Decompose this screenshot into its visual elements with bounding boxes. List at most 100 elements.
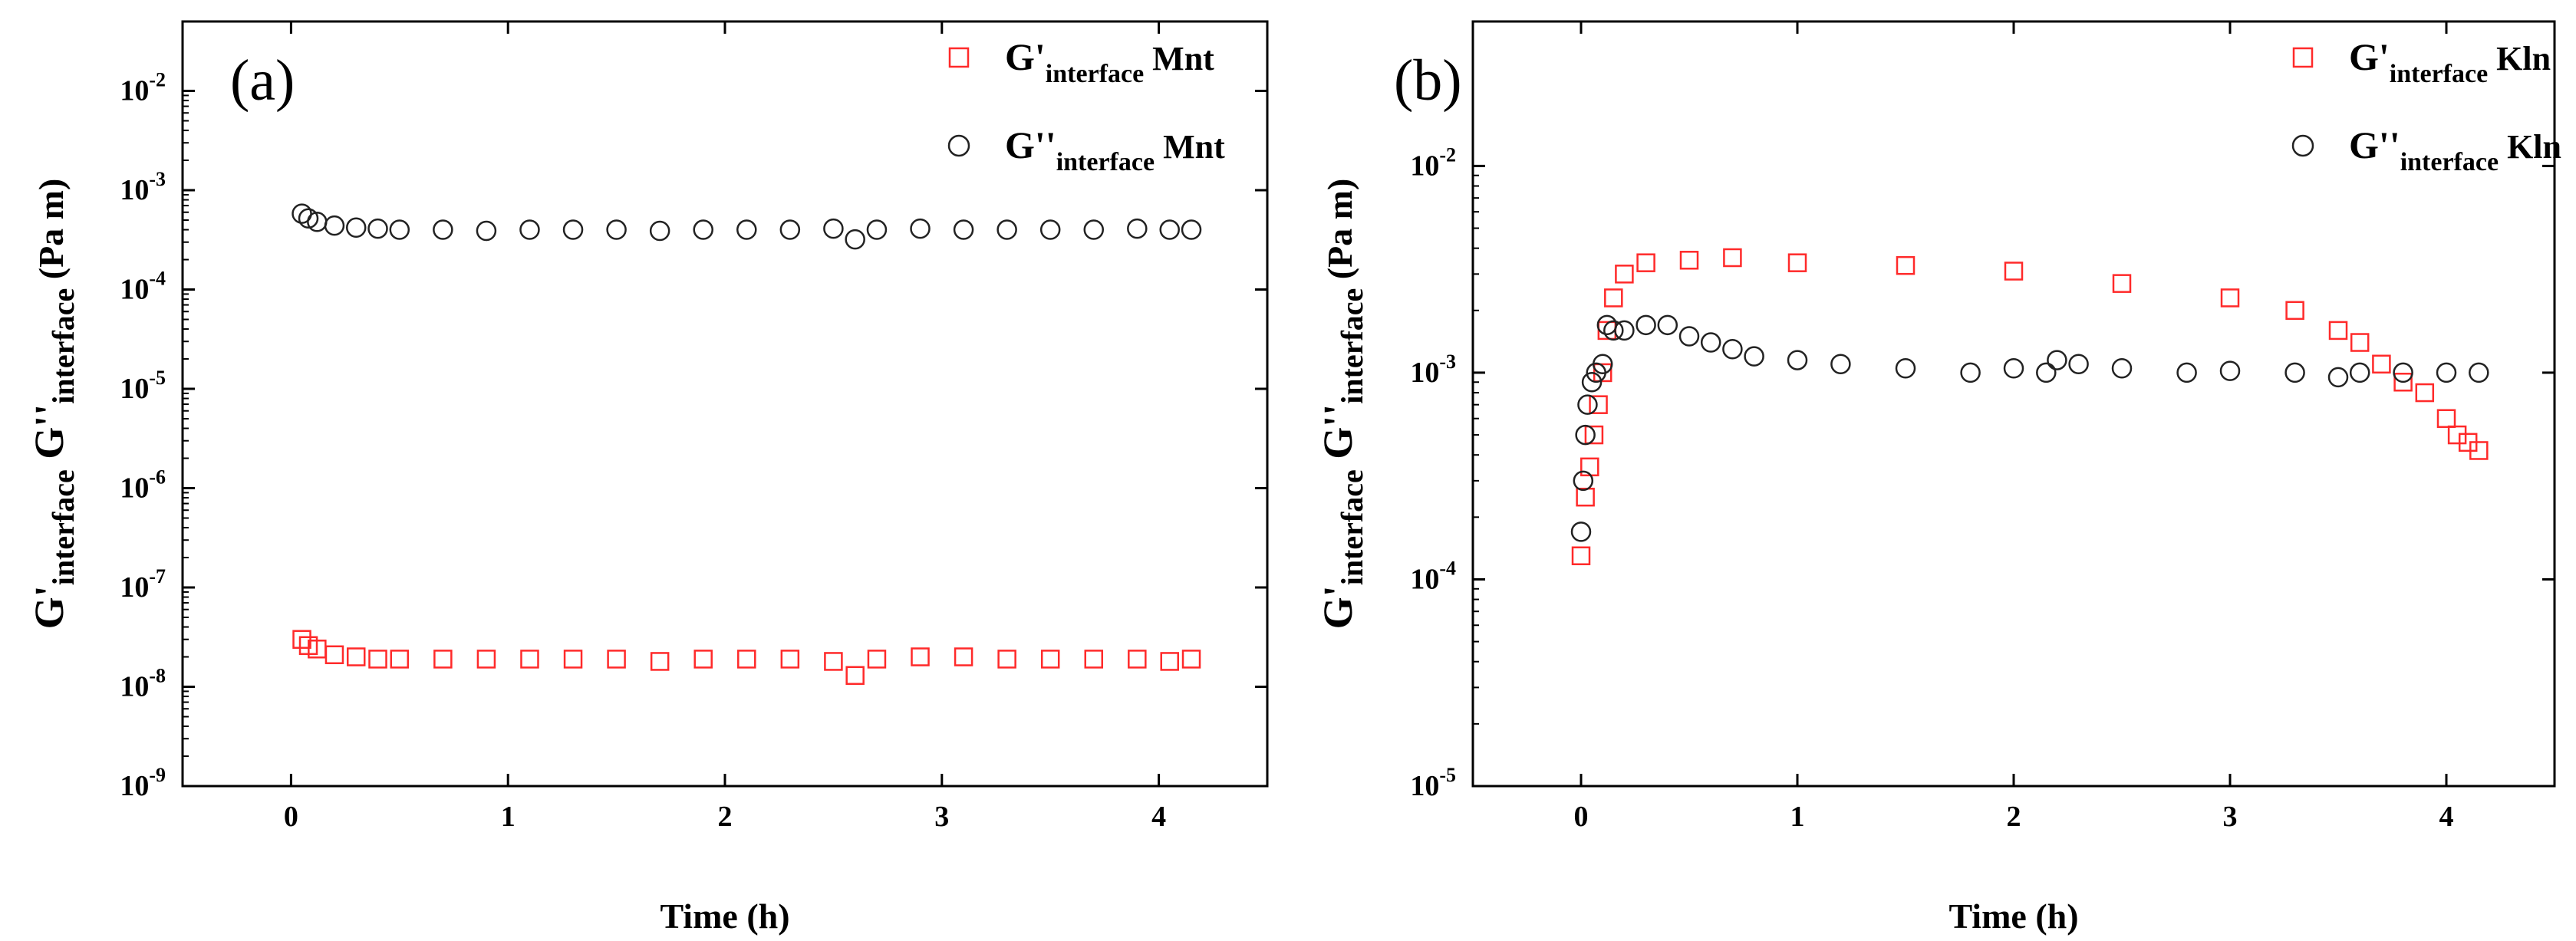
data-point-circle: [1636, 314, 1656, 336]
legend-marker-circle: [947, 134, 970, 157]
data-point-square: [1589, 395, 1608, 414]
data-point-circle: [866, 219, 888, 240]
data-point-square: [2285, 301, 2304, 321]
data-point-circle: [1577, 394, 1598, 415]
data-point-square: [1181, 650, 1201, 669]
data-point-circle: [1700, 332, 1721, 353]
data-point-circle: [2469, 362, 2489, 383]
y-tick-label: 10-5: [1410, 764, 1456, 802]
data-point-square: [1679, 251, 1699, 270]
data-point-square: [1723, 248, 1742, 268]
data-point-square: [737, 650, 756, 669]
data-point-square: [2112, 274, 2132, 293]
data-point-circle: [2176, 362, 2197, 383]
data-point-circle: [649, 220, 670, 242]
data-point-circle: [736, 219, 757, 240]
data-point-circle: [389, 219, 410, 240]
x-tick-label: 0: [1574, 801, 1589, 833]
data-point-circle: [1787, 350, 1808, 370]
data-point-circle: [823, 218, 844, 239]
data-point-circle: [1083, 219, 1105, 240]
data-point-circle: [2068, 354, 2089, 375]
data-point-circle: [2111, 357, 2133, 379]
data-point-circle: [562, 219, 584, 240]
y-axis-title: G'interface G''interface (Pa m): [26, 179, 81, 630]
data-point-circle: [779, 219, 801, 240]
data-point-square: [824, 652, 843, 671]
legend-label: G''interface Mnt: [1005, 123, 1225, 176]
data-point-square: [2328, 321, 2348, 341]
data-point-circle: [1678, 326, 1700, 347]
data-point-square: [1580, 457, 1599, 477]
data-point-circle: [345, 217, 367, 239]
data-point-square: [607, 650, 626, 669]
y-tick-label: 10-9: [120, 764, 166, 802]
data-point-circle: [1159, 219, 1180, 240]
data-point-circle: [1592, 354, 1613, 375]
data-point-square: [2469, 441, 2489, 460]
data-point-circle: [1830, 354, 1851, 375]
data-point-square: [1576, 487, 1595, 507]
data-point-square: [2004, 262, 2024, 281]
legend-marker-square: [948, 47, 970, 68]
y-tick-label: 10-5: [120, 367, 166, 405]
x-axis-title: Time (h): [660, 897, 789, 936]
data-point-square: [368, 650, 387, 669]
data-point-square: [867, 650, 887, 669]
data-point-square: [693, 650, 713, 669]
data-point-circle: [367, 218, 388, 239]
legend-label: G''interface Kln: [2349, 123, 2561, 176]
data-point-square: [1896, 255, 1916, 275]
y-tick-label: 10-2: [120, 69, 166, 107]
data-point-circle: [2047, 350, 2067, 370]
data-point-square: [476, 650, 496, 669]
data-point-square: [292, 630, 311, 649]
data-point-circle: [953, 219, 974, 240]
data-point-circle: [1573, 470, 1594, 492]
data-point-circle: [433, 219, 453, 240]
data-point-circle: [996, 219, 1017, 240]
data-point-square: [346, 647, 366, 666]
y-tick-label: 10-2: [1410, 143, 1456, 182]
x-tick-label: 3: [934, 801, 949, 833]
data-point-circle: [1581, 372, 1603, 393]
data-point-circle: [1181, 219, 1202, 240]
data-point-circle: [1895, 357, 1916, 379]
data-point-circle: [324, 215, 345, 236]
data-point-square: [1084, 650, 1104, 669]
data-points: [292, 203, 1202, 685]
data-point-circle: [2003, 357, 2024, 379]
x-axis-title: Time (h): [1948, 897, 2078, 936]
data-point-circle: [2436, 362, 2457, 383]
data-point-circle: [910, 218, 931, 239]
data-point-circle: [1960, 362, 1981, 383]
data-point-circle: [1744, 346, 1764, 367]
chart-panel-a: 0 1 2 3 4 10-9 10-8 10-7 10-6 10-5 10-4 10-3 10-2 Tim…: [26, 20, 1269, 936]
data-point-circle: [1575, 424, 1596, 446]
data-point-square: [1160, 652, 1179, 671]
data-point-circle: [693, 219, 713, 240]
panel-label: (b): [1394, 48, 1462, 113]
data-point-square: [780, 650, 800, 669]
data-point-square: [1571, 546, 1591, 566]
data-point-square: [997, 650, 1016, 669]
legend-label: G'interface Mnt: [1005, 35, 1214, 88]
plot-frame: [181, 20, 1269, 788]
data-point-circle: [298, 208, 319, 229]
data-point-square: [390, 650, 410, 669]
data-point-square: [1128, 650, 1147, 669]
x-tick-label: 0: [284, 801, 298, 833]
data-point-circle: [1722, 338, 1743, 360]
y-tick-label: 10-3: [1410, 350, 1456, 389]
data-point-square: [911, 647, 930, 666]
y-tick-label: 10-4: [120, 268, 166, 306]
y-tick-label: 10-6: [120, 466, 166, 505]
data-point-square: [324, 645, 344, 665]
data-point-circle: [2327, 367, 2349, 388]
x-tick-label: 2: [2007, 801, 2021, 833]
data-point-circle: [476, 220, 497, 242]
data-point-square: [2372, 354, 2391, 374]
data-point-circle: [1614, 320, 1635, 341]
data-point-circle: [2036, 362, 2057, 383]
